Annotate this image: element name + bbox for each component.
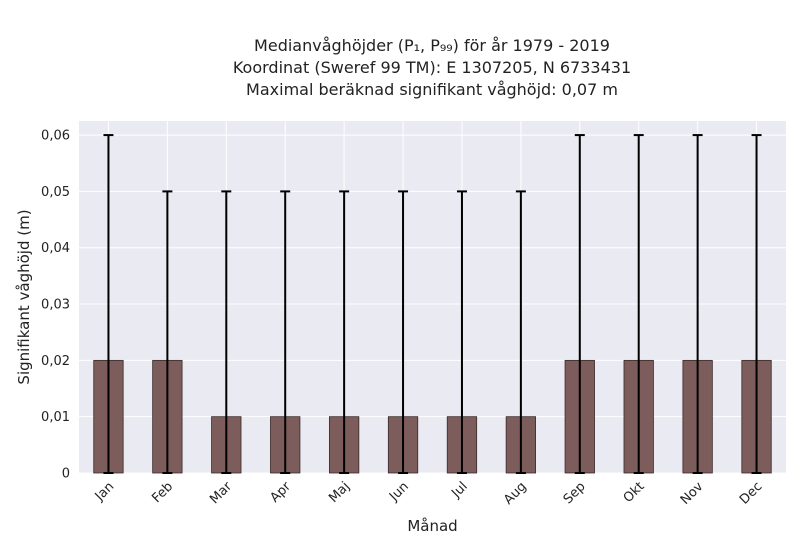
x-tick-label: Jan xyxy=(92,479,117,504)
error-bar-okt xyxy=(633,134,644,474)
y-tick-label: 0,06 xyxy=(41,129,70,144)
x-axis-label: Månad xyxy=(407,517,457,535)
error-bar-sep xyxy=(574,134,585,474)
y-tick-label: 0,02 xyxy=(41,354,70,369)
x-tick-label: Mar xyxy=(207,479,235,507)
error-bar-jan xyxy=(103,134,114,474)
error-bar-feb xyxy=(162,190,173,474)
x-tick-label: Okt xyxy=(621,479,648,506)
error-bar-jun xyxy=(398,190,409,474)
error-bar-nov xyxy=(692,134,703,474)
y-axis-label: Signifikant våghöjd (m) xyxy=(15,209,33,384)
y-tick-label: 0,03 xyxy=(41,298,70,313)
chart-title-line: Maximal beräknad signifikant våghöjd: 0,… xyxy=(246,80,618,99)
x-tick-label: Dec xyxy=(737,479,765,507)
y-tick-label: 0 xyxy=(62,467,70,482)
chart-title-line: Koordinat (Sweref 99 TM): E 1307205, N 6… xyxy=(233,58,631,77)
y-tick-label: 0,01 xyxy=(41,410,70,425)
error-bar-aug xyxy=(515,190,526,474)
error-bars xyxy=(103,134,762,474)
x-tick-label: Jul xyxy=(448,479,470,501)
y-tick-label: 0,05 xyxy=(41,185,70,200)
x-tick-label: Feb xyxy=(149,479,176,506)
chart-title: Medianvåghöjder (P₁, P₉₉) för år 1979 - … xyxy=(233,36,631,99)
x-tick-label: Sep xyxy=(561,479,589,507)
x-tick-label: Jun xyxy=(386,479,412,505)
chart-title-line: Medianvåghöjder (P₁, P₉₉) för år 1979 - … xyxy=(254,36,610,55)
x-axis-ticks: Jan Feb Mar Apr Maj Jun Jul Aug Sep Okt Nov Dec xyxy=(92,479,766,508)
error-bar-mar xyxy=(221,190,232,474)
error-bar-maj xyxy=(339,190,350,474)
plot-area xyxy=(79,121,786,473)
error-bar-jul xyxy=(456,190,467,474)
error-bar-dec xyxy=(751,134,762,474)
x-tick-label: Maj xyxy=(326,479,353,506)
x-tick-label: Apr xyxy=(268,479,295,506)
x-tick-label: Nov xyxy=(678,479,707,508)
error-bar-apr xyxy=(280,190,291,474)
x-tick-label: Aug xyxy=(501,479,530,508)
y-axis-ticks: 0 0,01 0,02 0,03 0,04 0,05 0,06 xyxy=(41,129,70,482)
y-tick-label: 0,04 xyxy=(41,241,70,256)
